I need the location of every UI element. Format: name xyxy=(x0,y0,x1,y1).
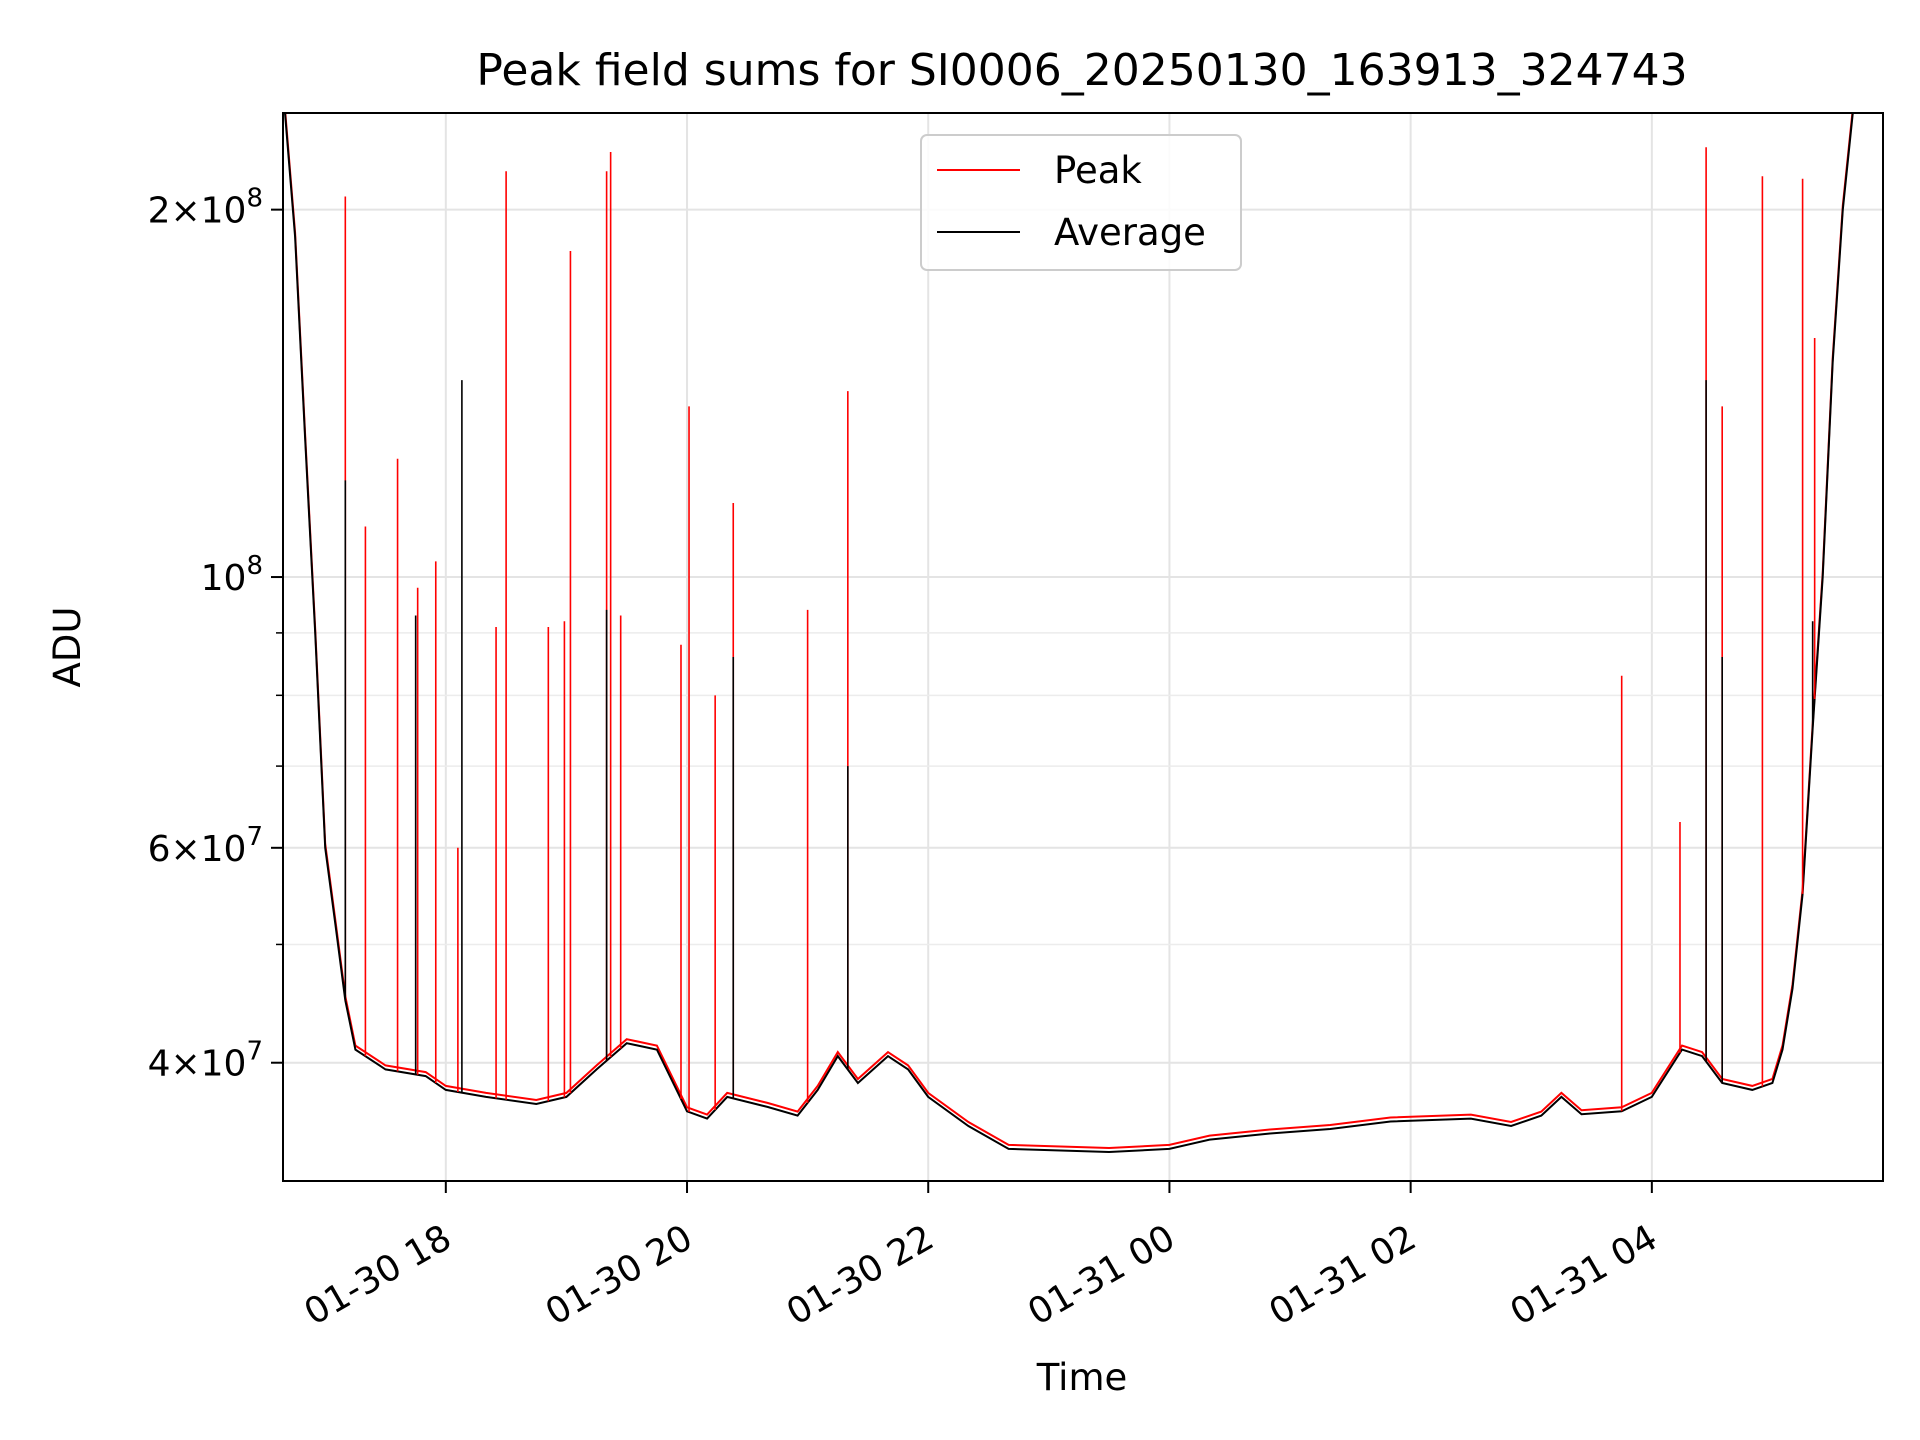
plot-frame xyxy=(282,112,1884,1182)
average-series-line xyxy=(284,113,1854,1154)
y-tick-label: 108 xyxy=(201,551,263,599)
peak-series-line xyxy=(284,113,1854,1150)
legend-label-average: Average xyxy=(1054,211,1206,254)
y-tick-label: 6×107 xyxy=(148,822,263,870)
legend-label-peak: Peak xyxy=(1054,149,1142,192)
y-tick-label: 2×108 xyxy=(148,184,263,232)
chart-title: Peak field sums for SI0006_20250130_1639… xyxy=(476,45,1687,96)
series-layer xyxy=(284,113,1854,1154)
y-tick-label: 4×107 xyxy=(148,1037,263,1085)
legend-box xyxy=(920,134,1242,271)
legend: Peak Average xyxy=(920,134,1242,271)
y-axis-title: ADU xyxy=(46,607,89,688)
x-axis-title: Time xyxy=(1036,1356,1128,1399)
